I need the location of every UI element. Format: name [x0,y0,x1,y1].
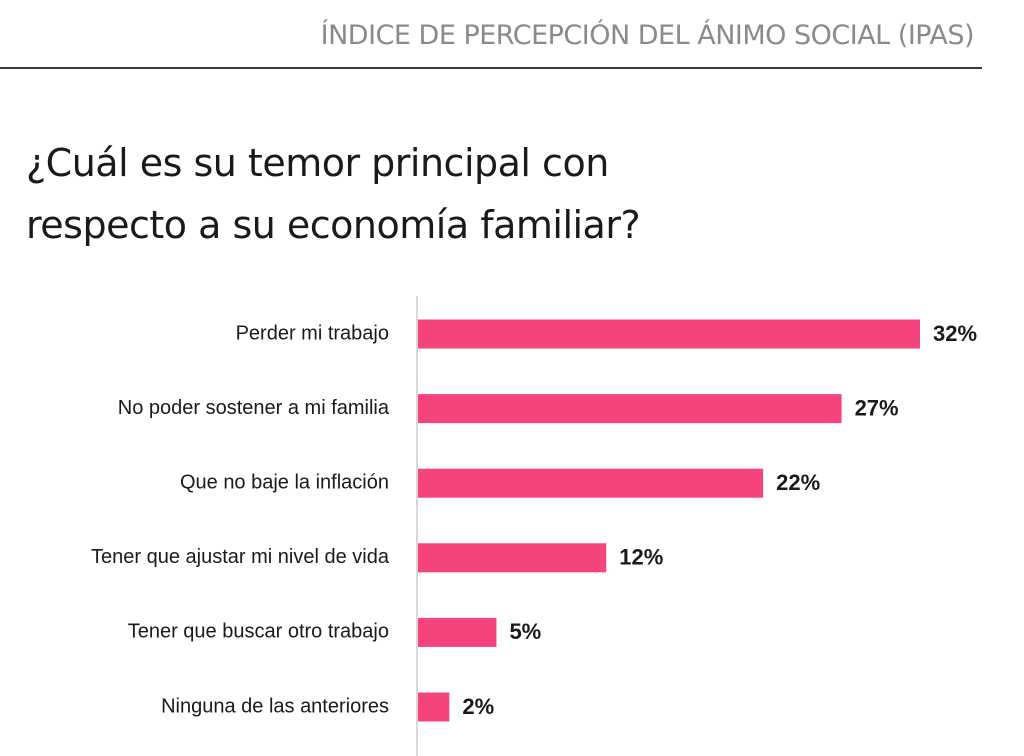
value-label: 27% [855,395,899,420]
value-label: 12% [619,545,663,570]
bar [418,468,764,498]
bar [418,543,607,573]
report-header-title: ÍNDICE DE PERCEPCIÓN DEL ÁNIMO SOCIAL (I… [320,20,975,51]
value-label: 22% [776,470,820,495]
question-line-2: respecto a su economía familiar? [26,203,641,247]
bar [418,319,920,349]
chart-bars: Perder mi trabajo 32% No poder sostener a … [91,319,977,722]
category-label: Que no baje la inflación [180,471,389,493]
bar [418,617,497,647]
bar [418,692,450,722]
category-label: No poder sostener a mi familia [118,397,390,419]
value-label: 2% [462,694,494,719]
question-line-1: ¿Cuál es su temor principal con [26,141,609,185]
category-label: Tener que buscar otro trabajo [128,621,389,643]
chart-question: ¿Cuál es su temor principal con respecto… [26,132,786,256]
category-label: Ninguna de las anteriores [161,695,389,717]
category-label: Perder mi trabajo [236,322,389,344]
value-label: 5% [509,619,541,644]
value-label: 32% [933,321,977,346]
header-divider [0,67,982,69]
category-label: Tener que ajustar mi nivel de vida [91,546,390,568]
bar [418,394,842,424]
